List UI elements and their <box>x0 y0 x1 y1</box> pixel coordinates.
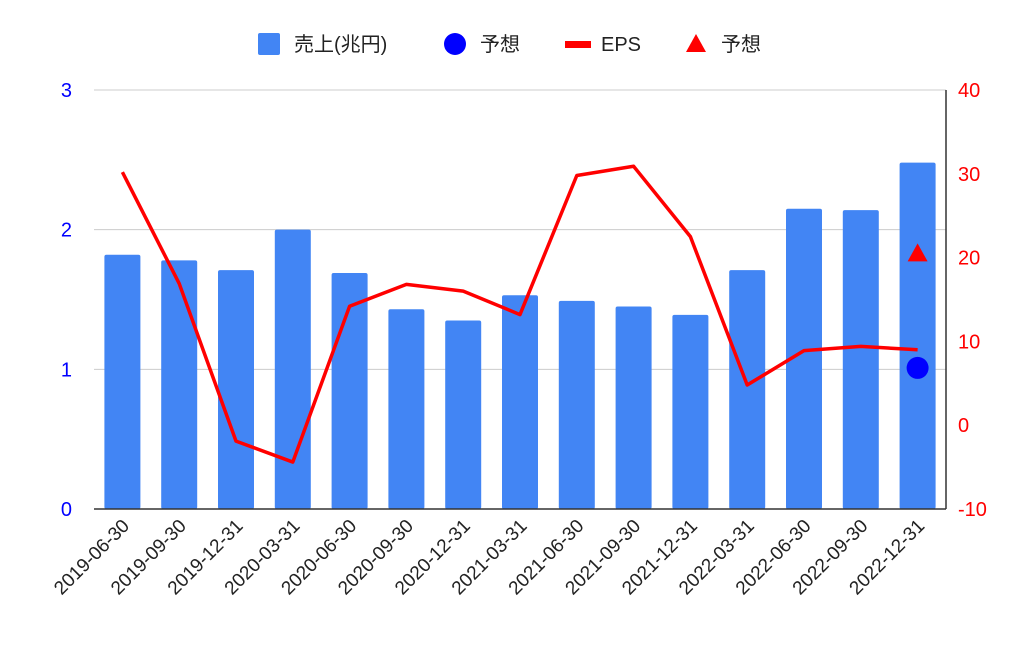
bar <box>502 295 538 509</box>
bar <box>161 260 198 509</box>
legend-item: 予想 <box>444 33 520 56</box>
legend-item: 予想 <box>686 33 761 56</box>
right-tick-label: 20 <box>958 248 980 270</box>
bar <box>388 309 425 509</box>
right-tick-label: 30 <box>958 164 980 186</box>
forecast-sales-point <box>906 356 929 379</box>
legend-swatch-circle <box>444 33 466 55</box>
eps-line <box>120 164 918 464</box>
right-tick-label: 0 <box>958 415 969 437</box>
bar <box>672 314 709 509</box>
line-series <box>120 164 918 464</box>
left-tick-label: 0 <box>61 499 72 521</box>
bar <box>274 229 311 509</box>
legend-swatch-bar <box>258 33 280 55</box>
forecast-eps-point <box>907 243 928 262</box>
bar <box>786 208 822 509</box>
right-tick-label: -10 <box>958 499 987 521</box>
left-tick-label: 3 <box>61 80 72 102</box>
legend-label: 売上(兆円) <box>294 33 387 56</box>
bar <box>899 162 936 510</box>
right-tick-label: 10 <box>958 331 980 353</box>
legend-swatch-line <box>565 41 591 48</box>
legend: 売上(兆円) 予想 EPS 予想 <box>258 33 761 56</box>
bar <box>218 270 254 509</box>
bar <box>842 210 879 509</box>
bar-series <box>104 162 936 510</box>
forecast-markers <box>906 243 929 379</box>
right-axis-ticks: -10 0 10 20 30 40 <box>958 80 987 521</box>
legend-item: 売上(兆円) <box>258 33 387 56</box>
legend-label: 予想 <box>721 33 761 56</box>
bar <box>615 306 652 509</box>
bar <box>445 320 482 509</box>
x-axis-ticks: 2019-06-302019-09-302019-12-312020-03-31… <box>50 516 929 600</box>
axes <box>94 90 947 510</box>
left-tick-label: 1 <box>61 359 72 381</box>
left-axis-ticks: 0 1 2 3 <box>61 80 72 521</box>
legend-swatch-triangle <box>686 34 706 52</box>
bar <box>558 300 595 509</box>
bar <box>104 254 141 509</box>
right-tick-label: 40 <box>958 80 980 102</box>
legend-item: EPS <box>565 34 641 56</box>
legend-label: 予想 <box>480 33 520 56</box>
legend-label: EPS <box>601 34 641 56</box>
bar <box>729 270 766 509</box>
left-tick-label: 2 <box>61 220 72 242</box>
